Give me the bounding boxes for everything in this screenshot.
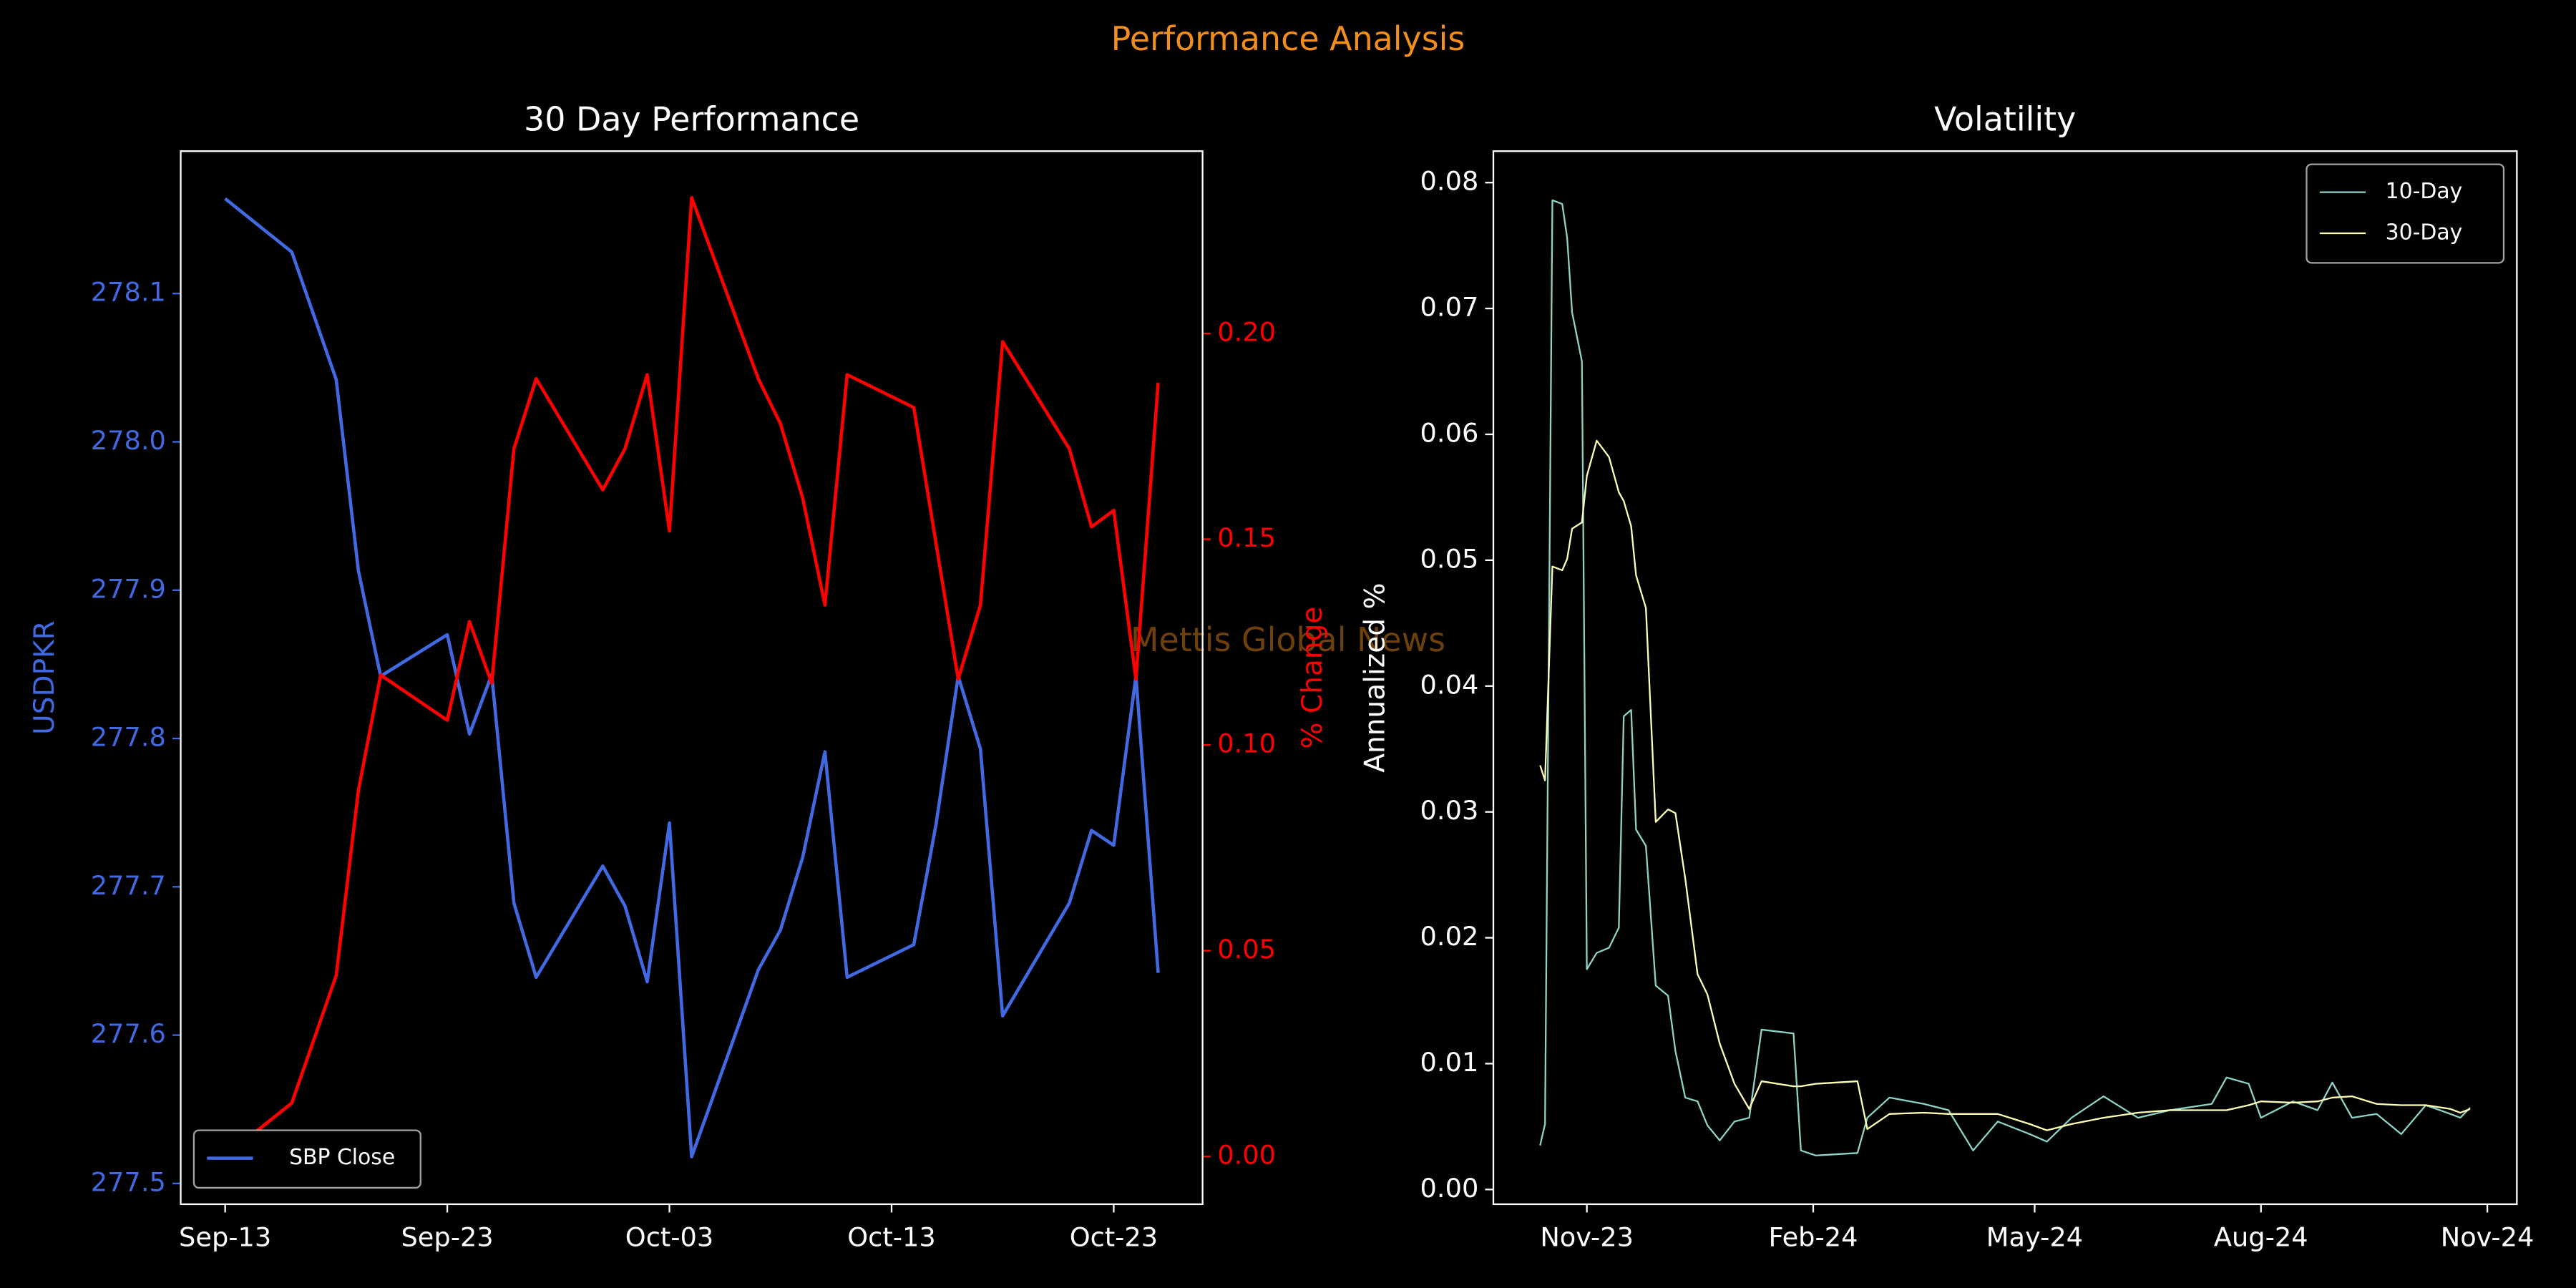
y2-tick-label: 0.00 [1217, 1140, 1276, 1171]
series-line [1539, 199, 2471, 1156]
y-tick-label: 0.05 [1420, 543, 1479, 574]
y-tick-label: 0.08 [1420, 166, 1479, 197]
axes-frame [1492, 150, 2518, 1206]
legend-label: 30-Day [2386, 220, 2463, 245]
y-tick-label: 0.07 [1420, 292, 1479, 323]
x-tick-label: Oct-23 [1070, 1222, 1158, 1253]
y-tick-label: 0.04 [1420, 669, 1479, 700]
y2-axis-label: % Change [1297, 607, 1329, 749]
y-tick-label: 277.8 [91, 722, 166, 753]
series-line [224, 195, 1160, 1158]
suptitle: Performance Analysis [1111, 19, 1465, 58]
y-tick-label: 277.9 [91, 573, 166, 604]
legend-box [192, 1129, 421, 1189]
y-tick-label: 0.01 [1420, 1047, 1479, 1078]
y-tick-label: 0.00 [1420, 1173, 1479, 1204]
series-line [1539, 439, 2471, 1131]
legend-label: SBP Close [289, 1145, 395, 1170]
watermark: Mettis Global News [1131, 620, 1445, 659]
x-tick-label: Nov-24 [2441, 1222, 2534, 1253]
y2-tick-label: 0.15 [1217, 522, 1276, 553]
subplot-title: 30 Day Performance [524, 99, 859, 138]
y-axis-label: USDPKR [29, 620, 61, 735]
y-tick-label: 277.5 [91, 1166, 166, 1197]
x-tick-label: Sep-13 [179, 1222, 271, 1253]
y-tick-label: 277.7 [91, 870, 166, 901]
y-axis-label: Annualized % [1359, 582, 1391, 772]
x-tick-label: Oct-03 [625, 1222, 713, 1253]
y-tick-label: 0.03 [1420, 795, 1479, 826]
x-tick-label: Aug-24 [2214, 1222, 2308, 1253]
legend-label: 10-Day [2386, 179, 2463, 204]
legend-box [2306, 163, 2505, 264]
x-tick-label: Oct-13 [847, 1222, 935, 1253]
x-tick-label: Feb-24 [1768, 1222, 1858, 1253]
y-tick-label: 0.02 [1420, 921, 1479, 952]
x-tick-label: May-24 [1986, 1222, 2083, 1253]
y-tick-label: 277.6 [91, 1018, 166, 1049]
series-line [224, 197, 1160, 1158]
subplot-title: Volatility [1934, 99, 2076, 138]
y-tick-label: 278.1 [91, 277, 166, 308]
y2-tick-label: 0.10 [1217, 728, 1276, 759]
y-tick-label: 278.0 [91, 425, 166, 456]
x-tick-label: Sep-23 [401, 1222, 493, 1253]
y2-tick-label: 0.05 [1217, 934, 1276, 965]
x-tick-label: Nov-23 [1540, 1222, 1634, 1253]
y-tick-label: 0.06 [1420, 417, 1479, 448]
y2-tick-label: 0.20 [1217, 316, 1276, 347]
axes-frame [180, 150, 1204, 1206]
